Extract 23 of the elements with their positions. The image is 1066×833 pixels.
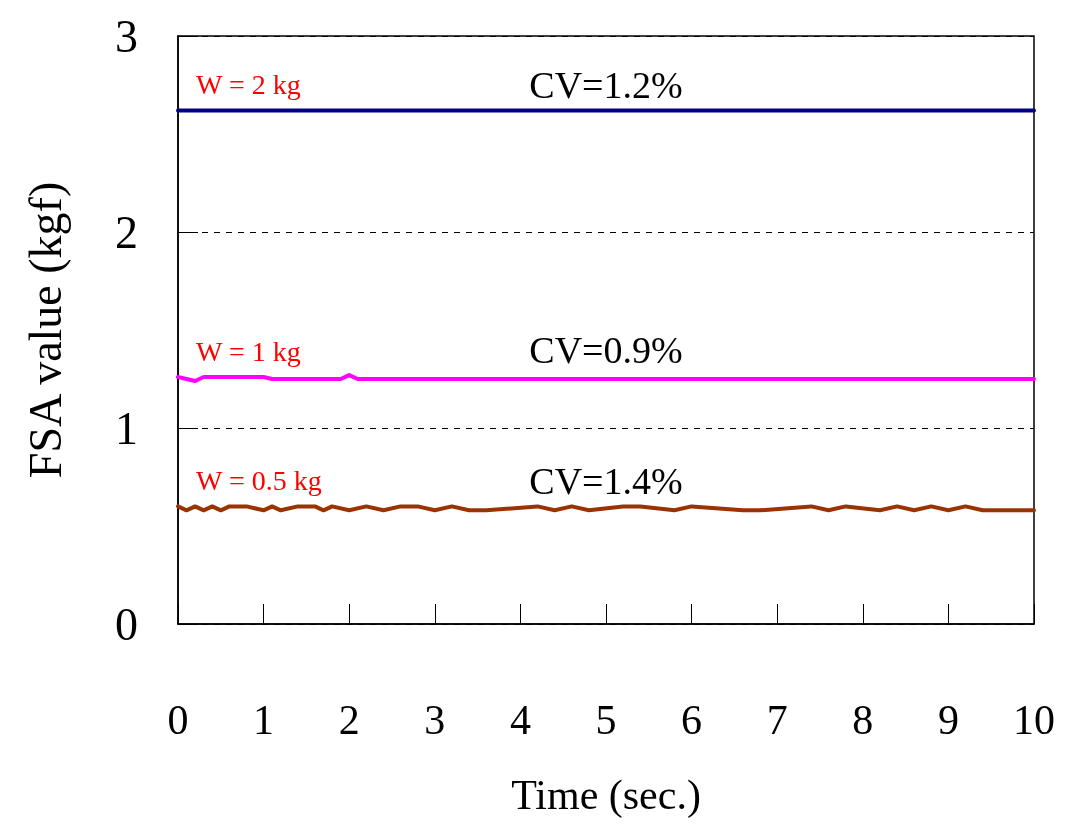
x-tick-label: 2 bbox=[338, 697, 360, 743]
series-label: W = 1 kg bbox=[196, 335, 301, 367]
annotation: CV=1.4% bbox=[529, 460, 683, 503]
x-tick-label: 1 bbox=[253, 697, 275, 743]
y-axis-title: FSA value (kgf) bbox=[19, 181, 71, 479]
x-tick-label: 4 bbox=[509, 697, 531, 743]
x-tick-label: 9 bbox=[937, 697, 959, 743]
x-tick-label: 0 bbox=[167, 697, 189, 743]
x-tick-label: 7 bbox=[766, 697, 788, 743]
series-label: W = 2 kg bbox=[196, 68, 301, 100]
x-tick-label: 5 bbox=[595, 697, 617, 743]
y-tick-label: 0 bbox=[115, 598, 138, 650]
annotation: CV=0.9% bbox=[529, 329, 683, 372]
x-axis-title: Time (sec.) bbox=[511, 772, 701, 819]
y-tick-label: 1 bbox=[115, 402, 138, 454]
x-tick-label: 8 bbox=[852, 697, 874, 743]
x-tick-label: 3 bbox=[424, 697, 446, 743]
series-label: W = 0.5 kg bbox=[196, 464, 322, 496]
y-tick-label: 2 bbox=[115, 206, 138, 258]
x-tick-label: 10 bbox=[1013, 697, 1055, 743]
y-tick-label: 3 bbox=[115, 10, 138, 62]
annotation: CV=1.2% bbox=[529, 64, 683, 107]
x-tick-label: 6 bbox=[681, 697, 703, 743]
